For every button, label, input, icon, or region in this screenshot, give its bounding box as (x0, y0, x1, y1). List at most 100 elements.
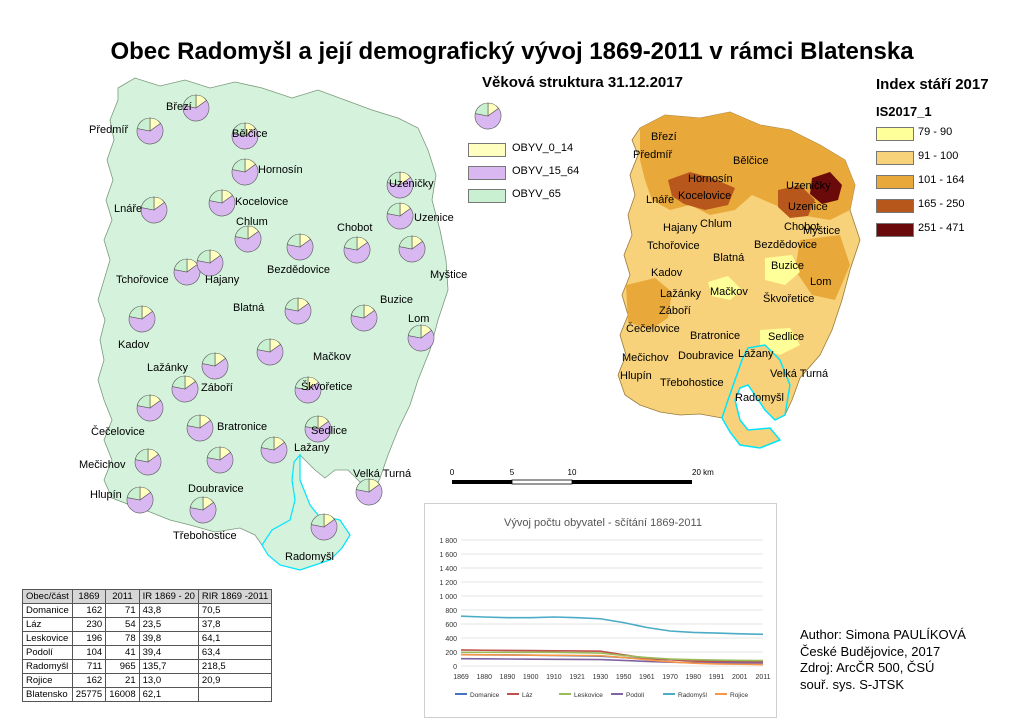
credit-source: Zdroj: ArcČR 500, ČSÚ (800, 660, 935, 675)
pie-slice (206, 446, 221, 461)
pie-chart-marker (256, 338, 284, 366)
cell: Rojice (22, 673, 73, 688)
cell: Leskovice (22, 631, 73, 646)
x-tick-label: 1880 (476, 674, 492, 681)
table-row: Láz 230 54 23,5 37,8 (22, 617, 273, 632)
y-tick-label: 1 600 (439, 552, 457, 559)
y-tick-label: 200 (445, 650, 457, 657)
pie-slice (126, 486, 141, 501)
place-label: Mačkov (313, 351, 351, 363)
place-label: Buzice (380, 294, 414, 306)
pie-slice (386, 176, 414, 199)
cell: Radomyšl (22, 659, 73, 674)
pie-map-title: Věková struktura 31.12.2017 (482, 74, 683, 91)
pie-slice (182, 94, 197, 109)
pie-slice (186, 419, 214, 442)
table-row: Podolí 104 41 39,4 63,4 (22, 645, 273, 660)
place-label: Chlum (236, 216, 268, 228)
pie-chart-marker (186, 414, 214, 442)
legend-label: Láz (522, 692, 532, 699)
legend-pie-marker (474, 102, 502, 130)
cell: Podolí (22, 645, 73, 660)
col-header: RIR 1869 -2011 (197, 589, 273, 604)
legend-swatch-0-14 (468, 143, 506, 157)
pie-slice (182, 99, 210, 122)
index-label-5: 251 - 471 (918, 222, 965, 234)
pie-slice (260, 436, 275, 451)
x-tick-label: 1980 (686, 674, 702, 681)
pie-slice (231, 127, 259, 150)
index-zone-165-250-east (778, 185, 815, 218)
pie-slice (231, 163, 259, 186)
pie-slice (206, 451, 234, 474)
table-row: Rojice 162 21 13,0 20,9 (22, 673, 273, 688)
pie-slice (386, 171, 401, 186)
pie-slice (196, 254, 224, 277)
pie-slice (256, 343, 284, 366)
col-header: 1869 (71, 589, 107, 604)
index-place-label: Kadov (651, 267, 683, 279)
place-label: Myštice (430, 269, 468, 281)
x-tick-label: 1921 (569, 674, 585, 681)
pie-slice (260, 441, 288, 464)
pie-chart-marker (136, 394, 164, 422)
credit-crs: souř. sys. S-JTSK (800, 676, 905, 692)
pie-chart-marker (208, 189, 236, 217)
pie-slice (126, 491, 154, 514)
credit-place-year: České Budějovice, 2017 (800, 643, 941, 659)
pie-slice (196, 249, 211, 264)
cell: 20,9 (197, 673, 273, 688)
index-zone-79-90-buzice (765, 255, 800, 285)
index-zone-251-471 (810, 172, 842, 204)
cell: 71 (105, 603, 140, 618)
cell: 62,1 (138, 687, 199, 702)
x-tick-label: 1991 (709, 674, 725, 681)
pie-slice (186, 414, 201, 429)
index-place-label: Lom (810, 276, 832, 288)
pie-slice (294, 381, 322, 404)
cell: 13,0 (138, 673, 199, 688)
y-tick-label: 1 200 (439, 580, 457, 587)
pie-chart-marker (231, 158, 259, 186)
index-radomysl (721, 344, 791, 449)
scale-tick-10: 10 (568, 468, 577, 477)
index-place-label: Záboří (659, 305, 691, 317)
index-place-label: Třebohostice (660, 377, 724, 389)
cell: 135,7 (138, 659, 199, 674)
index-zone-101-164-east (795, 235, 850, 300)
place-label: Hlupín (90, 489, 122, 501)
x-tick-label: 1930 (593, 674, 609, 681)
y-tick-label: 600 (445, 622, 457, 629)
pie-chart-marker (294, 376, 322, 404)
pie-slice (284, 302, 312, 325)
x-tick-label: 1961 (639, 674, 655, 681)
pie-chart-marker (350, 304, 378, 332)
pie-slice (398, 235, 413, 250)
place-label: Čečelovice (91, 426, 145, 438)
x-tick-label: 1900 (523, 674, 539, 681)
index-zone-101-164-west (626, 278, 672, 330)
index-place-label: Předmíř (633, 149, 673, 161)
index-place-label: Blatná (713, 252, 745, 264)
chart-svg: Vývoj počtu obyvatel - sčítání 1869-2011… (439, 517, 770, 699)
pie-slice (355, 478, 370, 493)
pie-slice (350, 309, 378, 332)
pie-slice (343, 236, 358, 251)
pie-slice (134, 453, 162, 476)
index-swatch-3 (876, 175, 914, 189)
pie-chart-marker (182, 94, 210, 122)
place-label: Velká Turná (353, 468, 412, 480)
pie-slice (310, 513, 325, 528)
pie-slice (286, 238, 314, 261)
population-chart: Vývoj počtu obyvatel - sčítání 1869-2011… (424, 503, 777, 718)
pie-slice (386, 207, 414, 230)
index-swatch-5 (876, 223, 914, 237)
place-label: Bratronice (217, 421, 268, 433)
pie-chart-marker (386, 171, 414, 199)
pie-slice (304, 420, 332, 443)
index-swatch-4 (876, 199, 914, 213)
cell: 43,8 (138, 603, 199, 618)
index-place-label: Hajany (663, 222, 698, 234)
cell: 162 (71, 603, 107, 618)
pie-slice (286, 233, 301, 248)
